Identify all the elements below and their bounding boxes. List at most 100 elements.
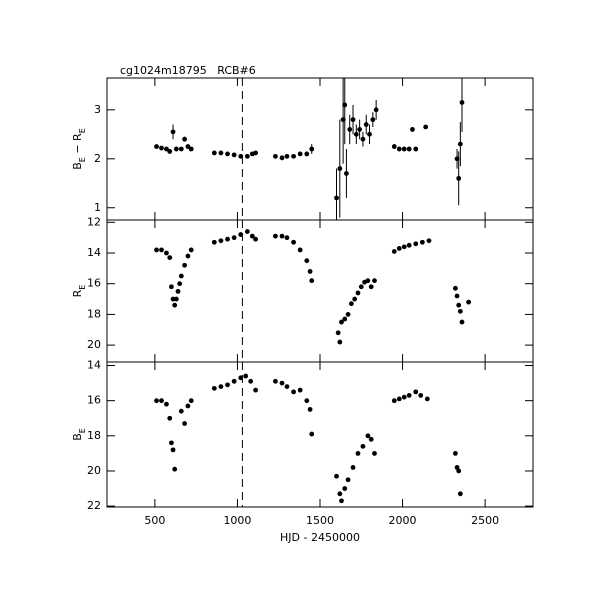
data-point (173, 296, 179, 302)
data-point (304, 258, 310, 264)
data-point (177, 281, 183, 287)
data-point (339, 498, 344, 504)
data-point (154, 247, 159, 253)
data-point (185, 403, 191, 409)
data-point (178, 408, 184, 414)
data-point (175, 288, 181, 294)
data-point (372, 450, 377, 456)
data-point (172, 302, 178, 308)
y-tick-label: 1 (94, 201, 101, 214)
series (154, 229, 472, 345)
data-point (410, 127, 415, 132)
y-tick-label: 22 (87, 499, 101, 512)
data-point (342, 316, 348, 322)
data-point (367, 131, 372, 137)
data-point (182, 262, 188, 268)
data-point (304, 398, 310, 404)
data-point (335, 330, 341, 336)
data-point (231, 152, 237, 158)
x-tick-label: 2000 (389, 514, 417, 527)
y-tick-label: 2 (94, 152, 101, 165)
data-point (406, 242, 412, 248)
data-point (297, 247, 303, 253)
data-point (297, 151, 303, 157)
data-point (418, 392, 424, 398)
data-point (244, 229, 250, 234)
data-point (406, 146, 412, 152)
data-point (154, 398, 159, 404)
data-point (350, 465, 356, 470)
data-point (365, 278, 371, 284)
data-point (253, 236, 259, 242)
data-point (372, 278, 377, 284)
y-tick-label: 16 (87, 394, 101, 407)
data-point (244, 153, 250, 159)
data-point (426, 238, 432, 244)
data-point (164, 401, 169, 407)
panel-frame (106, 361, 534, 508)
data-point (284, 235, 290, 241)
data-point (401, 394, 407, 400)
data-point (170, 447, 176, 453)
data-point (243, 373, 249, 379)
data-point (185, 253, 191, 259)
data-point (307, 269, 313, 274)
data-point (452, 285, 458, 291)
data-point (370, 117, 376, 123)
data-point (401, 146, 407, 152)
data-point (279, 380, 285, 386)
y-tick-label: 18 (87, 429, 101, 442)
data-point (253, 150, 259, 156)
data-point (413, 389, 419, 395)
data-point (452, 450, 458, 456)
panel-frame (106, 219, 534, 363)
data-point (211, 150, 217, 156)
data-point (170, 296, 176, 302)
data-point (457, 491, 463, 497)
data-point (365, 433, 371, 439)
data-point (424, 396, 430, 402)
data-point (218, 150, 224, 156)
data-point (360, 443, 366, 449)
data-point (279, 233, 285, 239)
data-point (172, 466, 178, 472)
axis-label: RE (71, 285, 87, 298)
data-point (339, 319, 344, 325)
data-point (457, 141, 463, 147)
data-point (368, 436, 374, 442)
data-point (358, 284, 364, 290)
data-point (355, 450, 361, 456)
data-point (225, 236, 230, 242)
data-point (309, 146, 315, 152)
data-point (342, 102, 348, 108)
y-tick-label: 12 (87, 215, 101, 228)
data-point (273, 233, 278, 239)
data-point (167, 415, 173, 421)
data-point (284, 153, 290, 159)
data-point (188, 146, 194, 152)
data-point (456, 468, 462, 474)
axis-label: BE − RE (71, 128, 87, 170)
x-axis-label: HJD - 2450000 (280, 531, 360, 544)
data-point (459, 319, 465, 325)
data-point (231, 235, 237, 241)
data-point (345, 477, 351, 483)
data-point (454, 293, 460, 299)
data-point (396, 396, 402, 402)
data-point (168, 440, 174, 446)
data-point (188, 398, 194, 404)
data-point (164, 146, 169, 152)
data-point (334, 195, 339, 201)
data-point (342, 486, 348, 491)
data-point (291, 153, 296, 159)
data-point (337, 339, 343, 345)
data-point (211, 239, 217, 245)
series (154, 78, 465, 220)
data-point (456, 302, 462, 308)
data-point (466, 299, 472, 305)
data-point (159, 247, 164, 253)
x-tick-label: 1000 (223, 514, 251, 527)
data-point (225, 151, 230, 157)
data-point (307, 407, 313, 412)
data-point (373, 107, 379, 113)
